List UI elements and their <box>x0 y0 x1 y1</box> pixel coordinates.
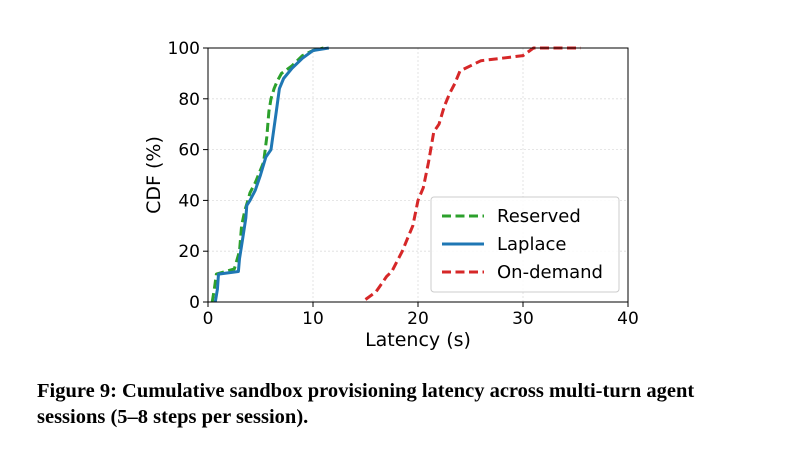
cdf-chart: 0 10 20 30 40 0 20 40 60 80 100 Latency (s) CDF (%… <box>143 39 639 351</box>
legend-box <box>430 196 620 293</box>
y-tick-label: 100 <box>168 39 200 59</box>
x-tick-label: 20 <box>407 309 429 329</box>
y-tick-label: 0 <box>189 293 200 313</box>
figure-caption: Figure 9: Cumulative sandbox provisionin… <box>37 380 695 428</box>
y-tick-label: 20 <box>178 242 200 262</box>
series-lines <box>210 46 581 303</box>
legend: Reserved Laplace On-demand <box>430 196 620 293</box>
legend-label: Laplace <box>497 234 567 255</box>
axis-ticks: 0 10 20 30 40 0 20 40 60 80 100 <box>168 39 639 329</box>
y-axis-label: CDF (%) <box>143 136 165 214</box>
y-tick-label: 80 <box>178 90 200 110</box>
legend-label: Reserved <box>497 206 581 227</box>
series-line-reserved <box>210 46 324 303</box>
x-tick-label: 40 <box>617 309 639 329</box>
x-tick-label: 10 <box>302 309 324 329</box>
x-axis-label: Latency (s) <box>365 329 471 351</box>
legend-label: On-demand <box>497 262 603 283</box>
y-tick-label: 60 <box>178 141 200 161</box>
series-line-laplace <box>213 46 330 303</box>
x-tick-label: 0 <box>203 309 214 329</box>
x-tick-label: 30 <box>512 309 534 329</box>
y-tick-label: 40 <box>178 191 200 211</box>
